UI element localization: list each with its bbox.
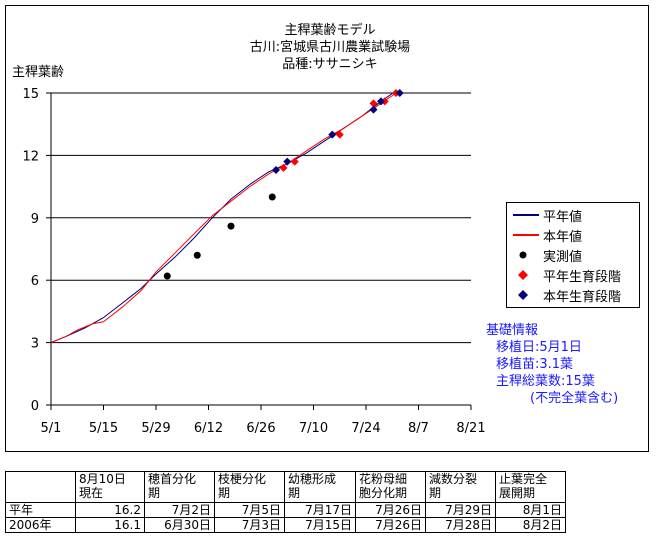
table-cell: 7月28日 [425,517,496,533]
legend-label: 実測値 [543,250,583,265]
diamond-marker-icon [518,290,528,300]
chart-title: 主稈葉齢モデル [284,23,376,38]
diamond-marker-icon [518,270,528,280]
table-header-cell: 花粉母細 胞分化期 [355,471,426,503]
data-point [268,193,276,201]
table-header-cell [5,471,76,503]
table-cell: 7月2日 [144,502,215,518]
table-header-cell: 止葉完全 展開期 [495,471,566,503]
info-seedling-leaf: 移植苗:3.1葉 [496,357,574,372]
data-point [163,272,171,280]
x-tick-label: 7/10 [299,421,328,436]
data-point [283,157,292,166]
table-cell: 6月30日 [144,517,215,533]
basic-info: 基礎情報 移植日:5月1日 移植苗:3.1葉 主稈総葉数:15葉 (不完全葉含む… [486,322,618,407]
x-tick-label: 7/24 [351,421,380,436]
legend: 平年値 本年値 実測値 平年生育段階 本年生育段階 [506,202,640,308]
y-tick-label: 12 [22,149,39,164]
table-cell: 8月2日 [495,517,566,533]
table-header-cell: 減数分裂期 [425,471,496,503]
legend-item-heinen: 平年値 [507,205,639,225]
data-point [272,165,280,174]
table-row: 2006年 16.1 6月30日 7月3日 7月15日 7月26日 7月28日 … [5,517,566,533]
y-axis-label: 主稈葉齢 [12,65,65,80]
table-cell: 7月17日 [284,502,356,518]
table-cell: 16.2 [75,502,145,518]
x-tick-label: 5/1 [41,421,62,436]
table-header-row: 8月10日 現在 穂首分化期 枝梗分化期 幼穂形成期 花粉母細 胞分化期 減数分裂期… [5,471,566,503]
data-point [290,157,299,166]
x-tick-label: 6/12 [194,421,223,436]
series-line-1 [50,92,397,344]
legend-label: 平年値 [543,210,583,225]
legend-item-honnen: 本年値 [507,225,639,245]
y-tick-label: 15 [22,87,39,102]
y-tick-label: 3 [31,337,39,352]
table-header-cell: 8月10日 現在 [75,471,145,503]
x-tick-label: 8/21 [456,421,485,436]
legend-item-honnen-stage: 本年生育段階 [507,285,639,305]
table-header-cell: 枝梗分化期 [214,471,285,503]
table-header-cell: 幼穂形成期 [284,471,356,503]
info-note: (不完全葉含む) [530,391,619,406]
data-point [279,163,288,172]
legend-label: 本年生育段階 [543,290,622,305]
y-tick-label: 6 [31,274,39,289]
table-header-cell: 穂首分化期 [144,471,215,503]
circle-marker-icon [519,251,527,259]
plot-background [51,93,471,405]
info-heading: 基礎情報 [486,323,539,338]
table-cell: 7月26日 [355,517,426,533]
info-total-leaves: 主稈総葉数:15葉 [496,374,595,389]
x-tick-label: 8/7 [408,421,429,436]
data-point [369,105,378,114]
growth-stage-table: 8月10日 現在 穂首分化期 枝梗分化期 幼穂形成期 花粉母細 胞分化期 減数分裂期… [5,471,566,533]
table-cell: 2006年 [5,517,76,533]
legend-label: 平年生育段階 [543,270,622,285]
info-transplant-date: 移植日:5月1日 [496,340,582,355]
legend-item-jissoku: 実測値 [507,245,639,265]
table-cell: 7月5日 [214,502,285,518]
chart-frame [5,5,649,452]
legend-line-icon [513,234,539,236]
legend-label: 本年値 [543,230,583,245]
x-tick-label: 5/15 [89,421,118,436]
table-cell: 8月1日 [495,502,566,518]
table-row: 平年 16.2 7月2日 7月5日 7月17日 7月26日 7月29日 8月1日 [5,502,566,518]
table-cell: 7月26日 [355,502,426,518]
chart-subtitle-variety: 品種:ササニシキ [282,57,378,72]
x-tick-label: 5/29 [141,421,170,436]
data-point [395,89,404,97]
table-cell: 7月15日 [284,517,356,533]
data-point [227,222,235,230]
data-point [335,130,344,139]
data-point [369,99,378,108]
table-cell: 平年 [5,502,76,518]
data-point [193,251,201,259]
data-point [377,97,385,106]
y-tick-label: 0 [31,399,39,414]
chart-subtitle-location: 古川:宮城県古川農業試験場 [249,40,411,55]
plot-area: 0 3 6 9 12 15 5/1 5/15 5/29 6/12 6/26 7/10 7/24 8/7 8/… [22,87,485,436]
data-point [328,130,337,139]
legend-line-icon [513,214,539,216]
legend-item-heinen-stage: 平年生育段階 [507,265,639,285]
table-cell: 7月29日 [425,502,496,518]
x-tick-label: 6/26 [246,421,275,436]
table-cell: 16.1 [75,517,145,533]
y-tick-label: 9 [31,212,39,227]
table-cell: 7月3日 [214,517,285,533]
